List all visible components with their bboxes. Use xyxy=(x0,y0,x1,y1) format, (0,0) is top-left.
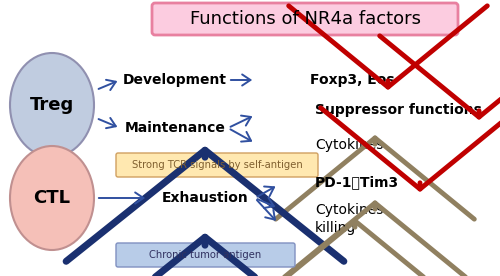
Ellipse shape xyxy=(10,146,94,250)
Text: Foxp3, Eos: Foxp3, Eos xyxy=(310,73,394,87)
Text: CTL: CTL xyxy=(34,189,70,207)
FancyBboxPatch shape xyxy=(116,243,295,267)
FancyBboxPatch shape xyxy=(152,3,458,35)
Text: Exhaustion: Exhaustion xyxy=(162,191,248,205)
Text: PD-1、Tim3: PD-1、Tim3 xyxy=(315,175,399,189)
Text: Treg: Treg xyxy=(30,96,74,114)
Text: Development: Development xyxy=(123,73,227,87)
Text: Cytokines: Cytokines xyxy=(315,203,384,217)
Text: Maintenance: Maintenance xyxy=(124,121,226,135)
Text: Functions of NR4a factors: Functions of NR4a factors xyxy=(190,10,420,28)
Text: Cytokines: Cytokines xyxy=(315,138,384,152)
Text: Strong TCR signals by self-antigen: Strong TCR signals by self-antigen xyxy=(132,160,302,170)
FancyBboxPatch shape xyxy=(116,153,318,177)
Text: Chronic tumor antigen: Chronic tumor antigen xyxy=(149,250,261,260)
Text: killing: killing xyxy=(315,221,356,235)
Text: Suppressor functions: Suppressor functions xyxy=(315,103,482,117)
Ellipse shape xyxy=(10,53,94,157)
